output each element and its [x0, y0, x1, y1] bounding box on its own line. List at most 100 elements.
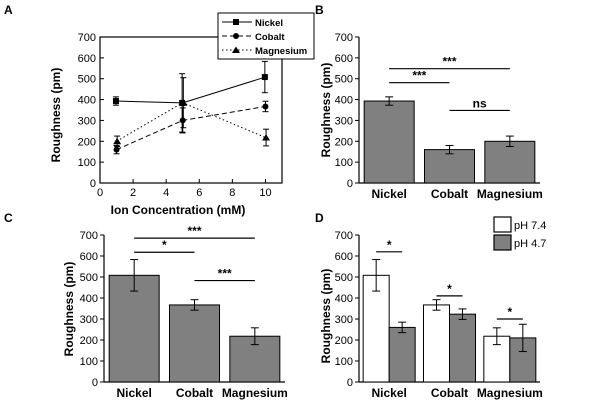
bar-cobalt — [169, 304, 220, 383]
a-y-tick-label: 500 — [78, 74, 96, 86]
legend-magnesium: Magnesium — [255, 46, 307, 57]
panel-a-legend: Nickel Cobalt Magnesium — [217, 12, 315, 60]
a-x-tick-label: 2 — [130, 187, 136, 199]
category-label-nickel: Nickel — [371, 386, 406, 400]
y-tick-label: 500 — [335, 272, 353, 284]
a-point-magnesium — [113, 137, 122, 145]
significance-label: *** — [412, 69, 426, 83]
significance-label: * — [507, 305, 512, 319]
panel-a-x-ticks: 0 2 4 6 8 10 — [97, 179, 272, 199]
a-y-tick-label: 300 — [78, 115, 96, 127]
bar-nickel-ph47 — [388, 326, 416, 383]
a-point-cobalt — [262, 103, 269, 110]
a-line-magnesium — [116, 102, 266, 142]
significance-label: *** — [218, 267, 232, 281]
legend-ph-4-7: pH 4.7 — [514, 238, 546, 250]
category-label-nickel: Nickel — [371, 187, 406, 201]
y-tick-label: 0 — [92, 377, 98, 389]
panel-c-y-axis-label: Roughness (pm) — [62, 262, 76, 357]
significance-label: * — [162, 238, 167, 252]
y-tick-label: 600 — [335, 53, 353, 65]
panel-b: B 0 100 200 300 400 500 600 700 Nickel Cobalt Magn… — [315, 3, 543, 201]
panel-letter-c: C — [4, 211, 13, 225]
panel-a-y-axis-label: Roughness (pm) — [49, 68, 63, 163]
a-line-nickel — [116, 76, 266, 104]
a-point-magnesium — [179, 99, 188, 106]
significance-label: * — [447, 282, 452, 296]
panel-letter-a: A — [4, 3, 13, 17]
a-line-cobalt — [116, 105, 266, 151]
y-tick-label: 500 — [335, 74, 353, 86]
category-label-magnesium: Magnesium — [477, 386, 543, 400]
panel-b-y-axis-label: Roughness (pm) — [319, 63, 333, 158]
a-y-tick-label: 100 — [78, 157, 96, 169]
category-label-cobalt: Cobalt — [431, 187, 468, 201]
bar-cobalt-ph47 — [449, 313, 476, 383]
a-x-tick-label: 6 — [196, 187, 202, 199]
category-label-magnesium: Magnesium — [222, 386, 288, 400]
panel-a: A 0 100 200 300 400 500 600 700 0 2 4 6 8 10 Ion Con… — [4, 3, 315, 217]
y-tick-label: 100 — [335, 157, 353, 169]
a-x-tick-label: 10 — [259, 187, 271, 199]
legend-nickel: Nickel — [255, 18, 283, 29]
y-tick-label: 0 — [347, 178, 353, 190]
y-tick-label: 700 — [335, 32, 353, 44]
y-tick-label: 700 — [335, 230, 353, 242]
y-tick-label: 100 — [80, 356, 98, 368]
panel-a-plot-frame — [99, 36, 283, 184]
a-y-tick-label: 700 — [78, 32, 96, 44]
a-y-tick-label: 200 — [78, 136, 96, 148]
bar-nickel — [363, 100, 415, 184]
a-point-nickel — [261, 74, 268, 81]
y-tick-label: 400 — [335, 95, 353, 107]
y-tick-label: 200 — [335, 335, 353, 347]
bar-cobalt — [424, 149, 475, 184]
category-label-cobalt: Cobalt — [431, 386, 468, 400]
a-point-cobalt — [179, 117, 186, 124]
panel-c: C 0 100 200 300 400 500 600 700 Nickel Cobalt Magn… — [4, 211, 288, 400]
y-tick-label: 500 — [80, 272, 98, 284]
category-label-magnesium: Magnesium — [477, 187, 543, 201]
panel-letter-b: B — [315, 3, 324, 17]
y-tick-label: 400 — [335, 293, 353, 305]
category-label-cobalt: Cobalt — [176, 386, 213, 400]
panel-a-y-ticks: 0 100 200 300 400 500 600 700 — [78, 32, 104, 190]
y-tick-label: 700 — [80, 230, 98, 242]
significance-label: * — [387, 238, 392, 252]
y-tick-label: 0 — [347, 377, 353, 389]
bar-magnesium — [229, 335, 281, 383]
a-point-magnesium — [262, 134, 271, 141]
category-label-nickel: Nickel — [116, 386, 151, 400]
y-tick-label: 100 — [335, 356, 353, 368]
y-tick-label: 300 — [80, 314, 98, 326]
bar-nickel-ph74 — [362, 274, 390, 383]
a-x-tick-label: 4 — [163, 187, 169, 199]
panel-a-series — [112, 60, 271, 155]
a-y-tick-label: 0 — [90, 178, 96, 190]
panel-d: D 0 100 200 300 400 500 600 700 Nickel Cobalt Magn… — [315, 211, 546, 400]
a-point-cobalt — [113, 146, 120, 153]
a-x-tick-label: 0 — [97, 187, 103, 199]
bar-nickel — [108, 274, 160, 383]
panel-letter-d: D — [315, 211, 324, 225]
y-tick-label: 300 — [335, 115, 353, 127]
a-y-tick-label: 600 — [78, 53, 96, 65]
panel-d-legend: pH 7.4 pH 4.7 — [493, 216, 546, 251]
a-x-tick-label: 8 — [229, 187, 235, 199]
y-tick-label: 600 — [335, 251, 353, 263]
significance-label: ns — [473, 96, 487, 110]
significance-label: *** — [442, 55, 456, 69]
significance-label: *** — [187, 224, 201, 238]
y-tick-label: 400 — [80, 293, 98, 305]
y-tick-label: 200 — [335, 136, 353, 148]
legend-ph-7-4: pH 7.4 — [514, 220, 546, 232]
panel-a-x-axis-label: Ion Concentration (mM) — [111, 203, 246, 217]
panel-d-y-axis-label: Roughness (pm) — [319, 269, 333, 364]
bar-magnesium — [484, 140, 536, 184]
y-tick-label: 600 — [80, 251, 98, 263]
y-tick-label: 300 — [335, 314, 353, 326]
legend-cobalt: Cobalt — [255, 32, 285, 43]
a-y-tick-label: 400 — [78, 95, 96, 107]
y-tick-label: 200 — [80, 335, 98, 347]
